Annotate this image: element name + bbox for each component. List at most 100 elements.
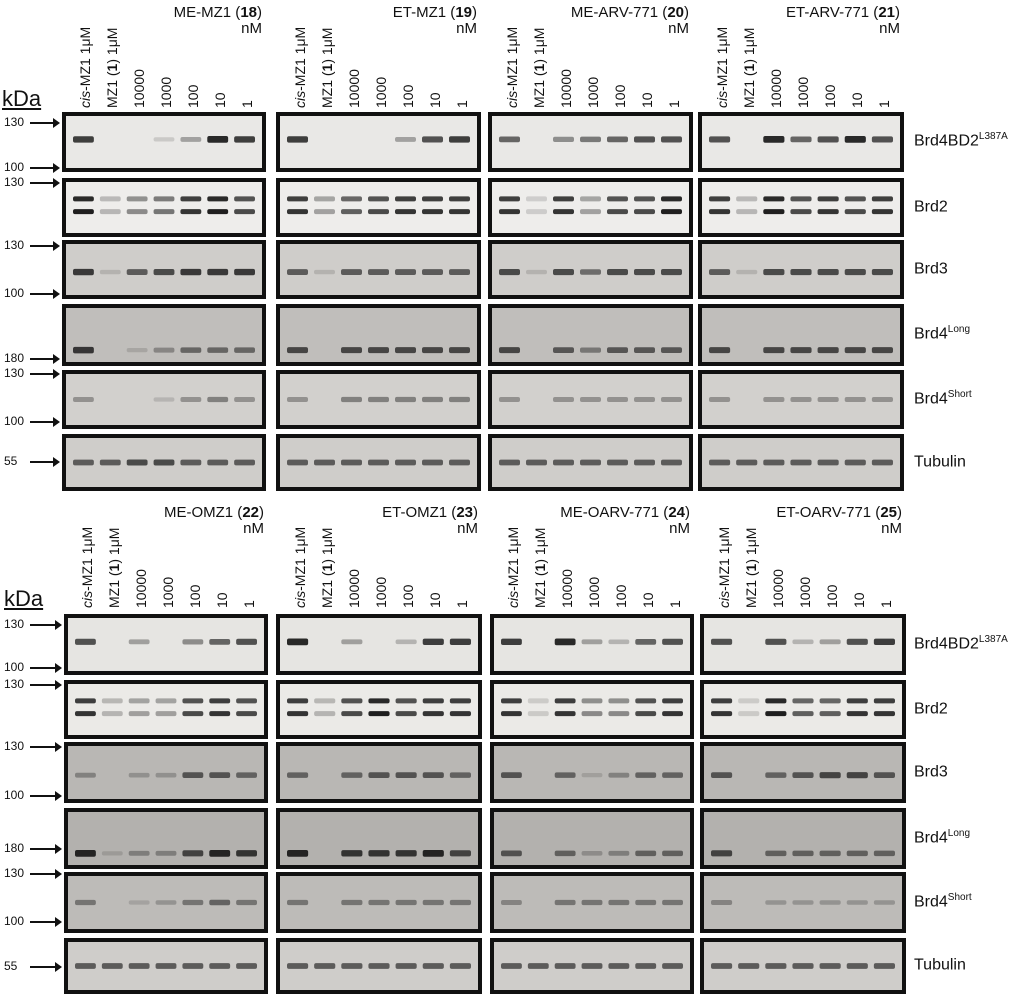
protein-name: Brd2 bbox=[914, 699, 948, 717]
protein-band bbox=[153, 347, 175, 353]
protein-band bbox=[126, 209, 148, 215]
blot-panel bbox=[276, 304, 481, 366]
protein-band bbox=[846, 698, 868, 704]
blot-panel bbox=[62, 304, 266, 366]
protein-band bbox=[422, 209, 443, 215]
protein-band bbox=[314, 963, 336, 969]
protein-band bbox=[234, 459, 255, 466]
lane-label: 1000 bbox=[158, 77, 174, 108]
lane-label: 1000 bbox=[373, 77, 389, 108]
protein-band bbox=[422, 963, 444, 969]
protein-band bbox=[368, 772, 390, 779]
lane-text: 10 bbox=[213, 592, 230, 608]
protein-band bbox=[790, 397, 812, 402]
protein-band bbox=[873, 850, 895, 857]
lane-label: MZ1 (1) 1μM bbox=[532, 528, 548, 608]
lane-bold: 1 bbox=[740, 63, 757, 72]
lane-after: ) 1μM bbox=[318, 527, 335, 564]
lane-text: 10000 bbox=[769, 569, 786, 608]
kda-label: kDa bbox=[2, 86, 42, 111]
protein-band bbox=[635, 698, 657, 704]
lane-italic: cis bbox=[503, 90, 520, 108]
protein-band bbox=[607, 209, 628, 215]
protein-band bbox=[844, 397, 866, 402]
protein-label: Brd4BD2L387A bbox=[914, 634, 1008, 653]
protein-band bbox=[422, 711, 444, 717]
lane-bold: 1 bbox=[530, 63, 547, 72]
lane-label: 10000 bbox=[558, 69, 574, 108]
lane-label: 10000 bbox=[346, 569, 362, 608]
mw-marker-arrow bbox=[30, 354, 60, 364]
lane-label: 1000 bbox=[797, 577, 813, 608]
protein-band bbox=[75, 849, 96, 857]
protein-band bbox=[153, 196, 175, 202]
protein-superscript: Long bbox=[947, 827, 971, 839]
mw-marker-label: 100 bbox=[4, 286, 25, 300]
protein-band bbox=[73, 397, 94, 402]
protein-band bbox=[501, 772, 522, 779]
lane-label: 10 bbox=[214, 592, 230, 608]
mw-marker-label: 180 bbox=[4, 841, 25, 855]
protein-label: Brd4Long bbox=[914, 324, 970, 343]
protein-band bbox=[634, 196, 655, 202]
lane-text: 10000 bbox=[559, 569, 576, 608]
lane-label: cis-MZ1 1μM bbox=[714, 27, 730, 108]
protein-band bbox=[153, 459, 175, 466]
lane-italic: cis bbox=[713, 90, 730, 108]
protein-band bbox=[341, 899, 363, 906]
lane-text: 1000 bbox=[158, 76, 174, 108]
paren-open: ( bbox=[659, 504, 669, 521]
protein-band bbox=[662, 850, 683, 857]
lane-after: ) 1μM bbox=[532, 527, 549, 564]
protein-band bbox=[765, 900, 787, 905]
blot-panel bbox=[64, 808, 268, 869]
lane-after: ) 1μM bbox=[530, 27, 547, 64]
protein-band bbox=[709, 459, 731, 466]
protein-band bbox=[99, 196, 121, 202]
protein-band bbox=[581, 773, 603, 778]
protein-band bbox=[634, 269, 655, 276]
lane-text: MZ1 ( bbox=[104, 71, 121, 108]
protein-band bbox=[341, 209, 362, 215]
lane-label: 1 bbox=[876, 100, 892, 108]
protein-band bbox=[341, 347, 362, 354]
protein-band bbox=[499, 269, 520, 276]
lane-text: -MZ1 1μM bbox=[79, 526, 96, 591]
protein-band bbox=[126, 196, 148, 202]
unit-label: nM bbox=[879, 20, 900, 37]
blot-panel bbox=[62, 370, 266, 429]
lane-bold: 1 bbox=[742, 563, 759, 572]
mw-marker-label: 130 bbox=[4, 366, 25, 380]
lane-text: 10000 bbox=[767, 69, 784, 108]
lane-label: MZ1 (1) 1μM bbox=[531, 28, 547, 108]
protein-band bbox=[736, 209, 758, 215]
lane-label: 10000 bbox=[131, 69, 147, 108]
compound-number: 24 bbox=[668, 504, 685, 521]
protein-band bbox=[765, 772, 787, 778]
blot-panel bbox=[276, 370, 481, 429]
protein-band bbox=[792, 639, 814, 645]
protein-band bbox=[449, 772, 471, 778]
lane-text: 100 bbox=[824, 584, 841, 608]
protein-band bbox=[75, 698, 96, 704]
lane-label: MZ1 (1) 1μM bbox=[104, 28, 120, 108]
protein-band bbox=[817, 269, 839, 276]
lane-text: MZ1 ( bbox=[530, 71, 547, 108]
protein-band bbox=[341, 196, 362, 202]
blot-image bbox=[75, 638, 257, 645]
compound-name: ET-OMZ1 bbox=[382, 504, 448, 521]
lane-text: 10000 bbox=[557, 69, 574, 108]
protein-band bbox=[155, 850, 177, 856]
mw-marker-label: 100 bbox=[4, 660, 25, 674]
lane-label: 1000 bbox=[795, 77, 811, 108]
mw-marker-arrow bbox=[30, 742, 62, 752]
protein-band bbox=[209, 963, 231, 969]
lane-label: cis-MZ1 1μM bbox=[292, 527, 308, 608]
lane-bold: 1 bbox=[532, 563, 549, 572]
protein-band bbox=[182, 850, 204, 857]
blot-image bbox=[499, 269, 682, 276]
protein-label: Brd2 bbox=[914, 197, 948, 216]
blot-panel bbox=[62, 178, 266, 237]
blot-panel bbox=[276, 112, 481, 172]
